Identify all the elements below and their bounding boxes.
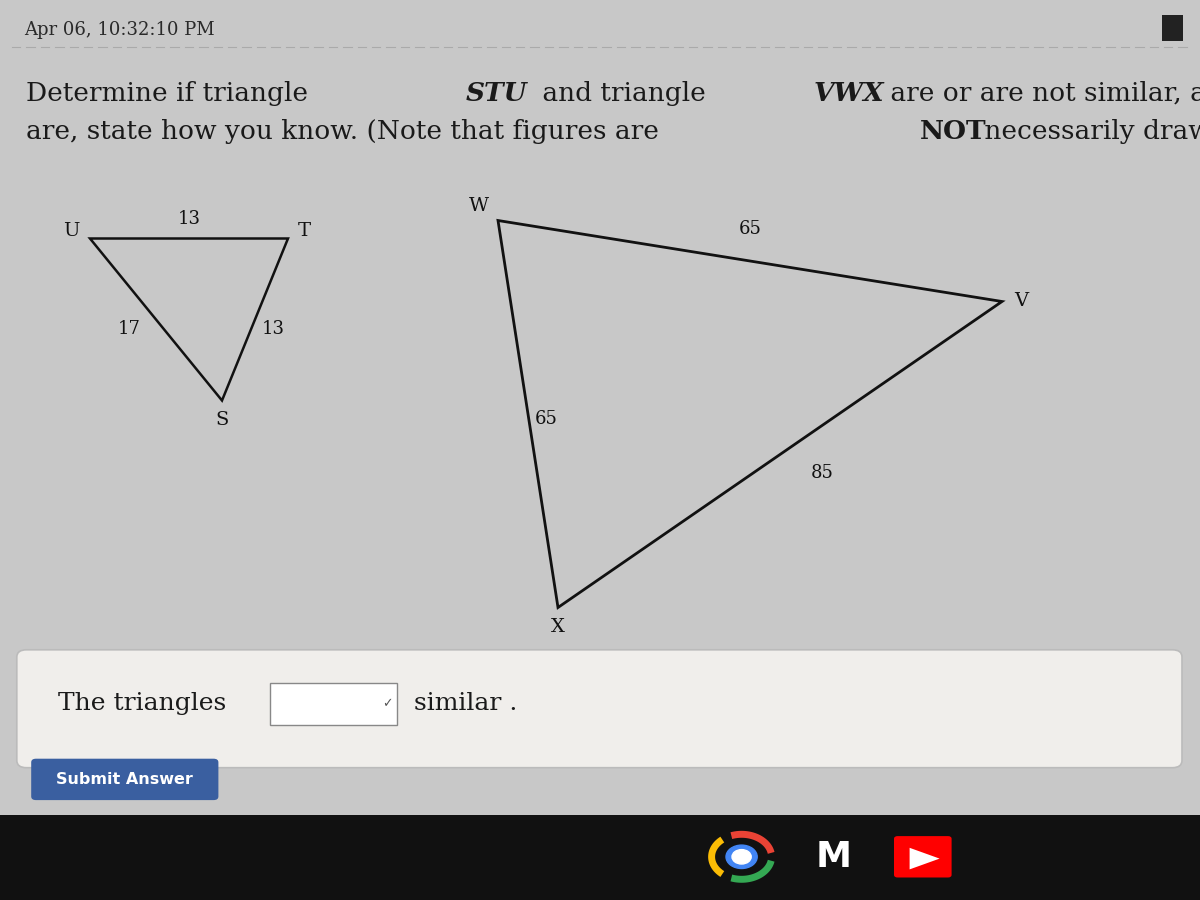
Polygon shape: [910, 848, 940, 869]
Text: X: X: [551, 618, 565, 636]
Text: and triangle: and triangle: [534, 81, 714, 106]
Text: VWX: VWX: [814, 81, 884, 106]
FancyBboxPatch shape: [894, 836, 952, 878]
Text: STU: STU: [466, 81, 527, 106]
Text: 65: 65: [534, 410, 558, 427]
Text: S: S: [215, 411, 229, 429]
Text: M: M: [816, 840, 852, 874]
Bar: [1162, 15, 1183, 40]
Text: Determine if triangle: Determine if triangle: [26, 81, 317, 106]
FancyBboxPatch shape: [17, 650, 1182, 768]
Text: 85: 85: [810, 464, 834, 482]
Text: W: W: [469, 197, 488, 215]
Text: necessarily drawn to scale.): necessarily drawn to scale.): [976, 119, 1200, 144]
Text: 17: 17: [118, 320, 142, 338]
Circle shape: [732, 850, 751, 864]
Text: Submit Answer: Submit Answer: [56, 772, 193, 787]
Circle shape: [726, 845, 757, 868]
Text: similar .: similar .: [414, 692, 517, 716]
Text: V: V: [1014, 292, 1028, 310]
Text: T: T: [299, 222, 311, 240]
Text: are, state how you know. (Note that figures are: are, state how you know. (Note that figu…: [26, 119, 667, 144]
Text: Apr 06, 10:32:10 PM: Apr 06, 10:32:10 PM: [24, 21, 215, 39]
Text: 13: 13: [262, 320, 286, 338]
Text: NOT: NOT: [920, 119, 986, 144]
FancyBboxPatch shape: [31, 759, 218, 800]
Text: U: U: [62, 222, 79, 240]
Text: The triangles: The triangles: [58, 692, 226, 716]
Text: 65: 65: [738, 220, 762, 238]
Text: are or are not similar, and, if they: are or are not similar, and, if they: [882, 81, 1200, 106]
FancyBboxPatch shape: [270, 683, 397, 724]
Text: 13: 13: [178, 210, 202, 228]
Text: ✓: ✓: [383, 698, 392, 710]
Bar: [0, 814, 1200, 900]
